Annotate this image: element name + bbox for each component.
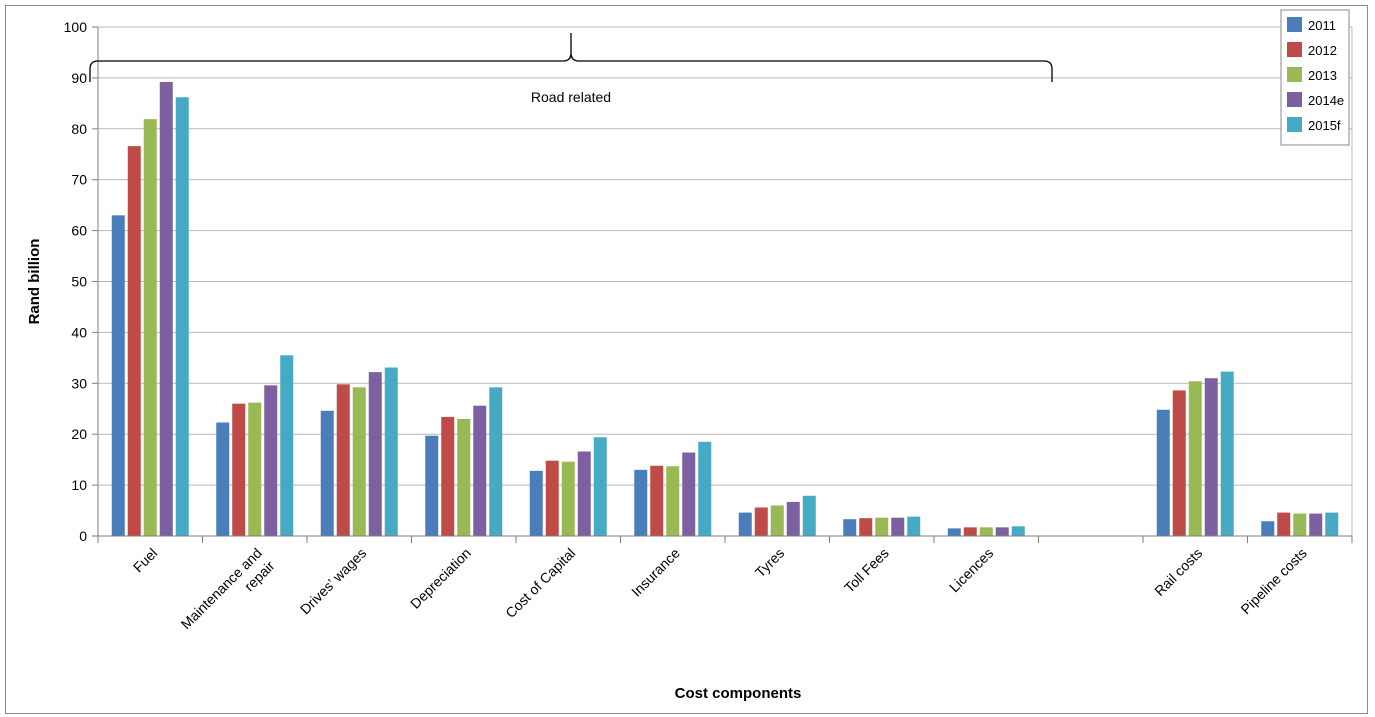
bar-2014e-7 <box>891 517 905 536</box>
bar-2014e-8 <box>995 527 1009 536</box>
x-axis-title: Cost components <box>675 685 802 702</box>
bar-2015f-11 <box>1325 512 1339 536</box>
x-tick-label: Rail costs <box>1151 545 1205 599</box>
x-tick-label: Pipeline costs <box>1237 545 1309 617</box>
bar-2011-1 <box>216 422 230 536</box>
y-tick-label: 40 <box>71 324 87 340</box>
bar-2011-0 <box>111 215 125 536</box>
bar-2013-6 <box>770 505 784 536</box>
y-tick-label: 30 <box>71 375 87 391</box>
bar-2014e-5 <box>682 452 696 536</box>
legend-label: 2012 <box>1308 43 1337 58</box>
bar-2011-3 <box>425 435 439 536</box>
bar-2015f-6 <box>802 495 816 536</box>
legend-swatch-2013 <box>1287 67 1302 82</box>
y-axis-title: Rand billion <box>26 239 43 325</box>
bar-2011-10 <box>1156 409 1170 536</box>
bar-2012-3 <box>441 416 455 536</box>
bar-2013-3 <box>457 418 471 536</box>
legend-swatch-2014e <box>1287 92 1302 107</box>
x-tick-label: Tyres <box>752 545 788 581</box>
gridlines <box>98 26 1353 536</box>
bar-2013-2 <box>352 387 366 536</box>
bar-2015f-7 <box>907 516 921 536</box>
legend-label: 2015f <box>1308 118 1341 133</box>
bar-2012-10 <box>1172 390 1186 536</box>
x-tick-label: Drives’ wages <box>297 545 370 618</box>
legend-swatch-2011 <box>1287 17 1302 32</box>
bar-2011-7 <box>843 519 857 536</box>
bar-2014e-11 <box>1309 513 1323 536</box>
bar-2014e-10 <box>1204 378 1218 536</box>
bar-2014e-3 <box>473 405 487 536</box>
bar-2013-5 <box>666 466 680 536</box>
y-tick-label: 100 <box>64 19 88 35</box>
bar-2011-2 <box>320 410 334 536</box>
bar-2013-10 <box>1188 381 1202 536</box>
y-tick-label: 10 <box>71 477 87 493</box>
x-tick-label: Depreciation <box>407 545 474 612</box>
legend-label: 2011 <box>1308 18 1336 33</box>
bar-2012-6 <box>754 507 768 536</box>
bar-2015f-5 <box>698 441 712 536</box>
legend-label: 2013 <box>1308 68 1337 83</box>
road-related-annotation: Road related <box>89 33 1053 105</box>
bar-2011-4 <box>529 470 543 536</box>
bar-2012-2 <box>336 384 350 536</box>
bar-2012-1 <box>232 403 246 536</box>
y-tick-label: 70 <box>71 172 87 188</box>
legend-swatch-2015f <box>1287 117 1302 132</box>
bar-2012-8 <box>963 527 977 536</box>
bar-2011-8 <box>947 528 961 536</box>
y-tick-label: 60 <box>71 223 87 239</box>
road-related-brace <box>89 33 1053 82</box>
chart-frame <box>5 5 1368 714</box>
legend-swatch-2012 <box>1287 42 1302 57</box>
x-tick-label: Insurance <box>628 545 683 600</box>
bar-2012-0 <box>127 146 141 536</box>
y-tick-label: 80 <box>71 121 87 137</box>
bar-2013-7 <box>875 517 889 536</box>
bar-2011-6 <box>738 512 752 536</box>
y-tick-label: 0 <box>79 528 87 544</box>
bar-2015f-4 <box>593 437 607 536</box>
road-related-label: Road related <box>531 89 611 105</box>
bar-2015f-8 <box>1011 526 1025 536</box>
x-tick-label: Fuel <box>130 545 161 576</box>
y-tick-label: 20 <box>71 426 87 442</box>
bars <box>111 81 1339 537</box>
y-tick-label: 50 <box>71 274 87 290</box>
bar-2015f-1 <box>280 355 294 536</box>
bar-2014e-6 <box>786 501 800 536</box>
bar-2011-11 <box>1261 521 1275 536</box>
bar-2013-1 <box>248 402 262 536</box>
bar-2015f-3 <box>489 387 503 536</box>
bar-2014e-1 <box>264 385 278 536</box>
legend: 2011 2012 2013 2014e 2015f <box>1280 9 1350 146</box>
bar-2014e-4 <box>577 451 591 536</box>
x-tick-label: Toll Fees <box>841 545 892 596</box>
y-tick-label: 90 <box>71 70 87 86</box>
bar-2012-5 <box>650 465 664 536</box>
bar-2015f-0 <box>175 97 189 536</box>
bar-2014e-2 <box>368 372 382 536</box>
x-tick-label: Cost of Capital <box>502 545 578 621</box>
bar-2012-4 <box>545 460 559 536</box>
bar-2013-4 <box>561 461 575 536</box>
x-tick-label: Maintenance andrepair <box>178 545 278 645</box>
bar-2012-11 <box>1277 512 1291 536</box>
bar-2015f-2 <box>384 367 398 536</box>
bar-2013-11 <box>1293 513 1307 536</box>
bar-2015f-10 <box>1220 371 1234 536</box>
bar-2013-8 <box>979 527 993 536</box>
bar-2014e-0 <box>159 81 173 537</box>
legend-label: 2014e <box>1308 93 1344 108</box>
x-tick-label: Licences <box>946 545 996 595</box>
bar-2013-0 <box>143 119 157 536</box>
bar-2012-7 <box>859 518 873 536</box>
bar-2011-5 <box>634 469 648 536</box>
